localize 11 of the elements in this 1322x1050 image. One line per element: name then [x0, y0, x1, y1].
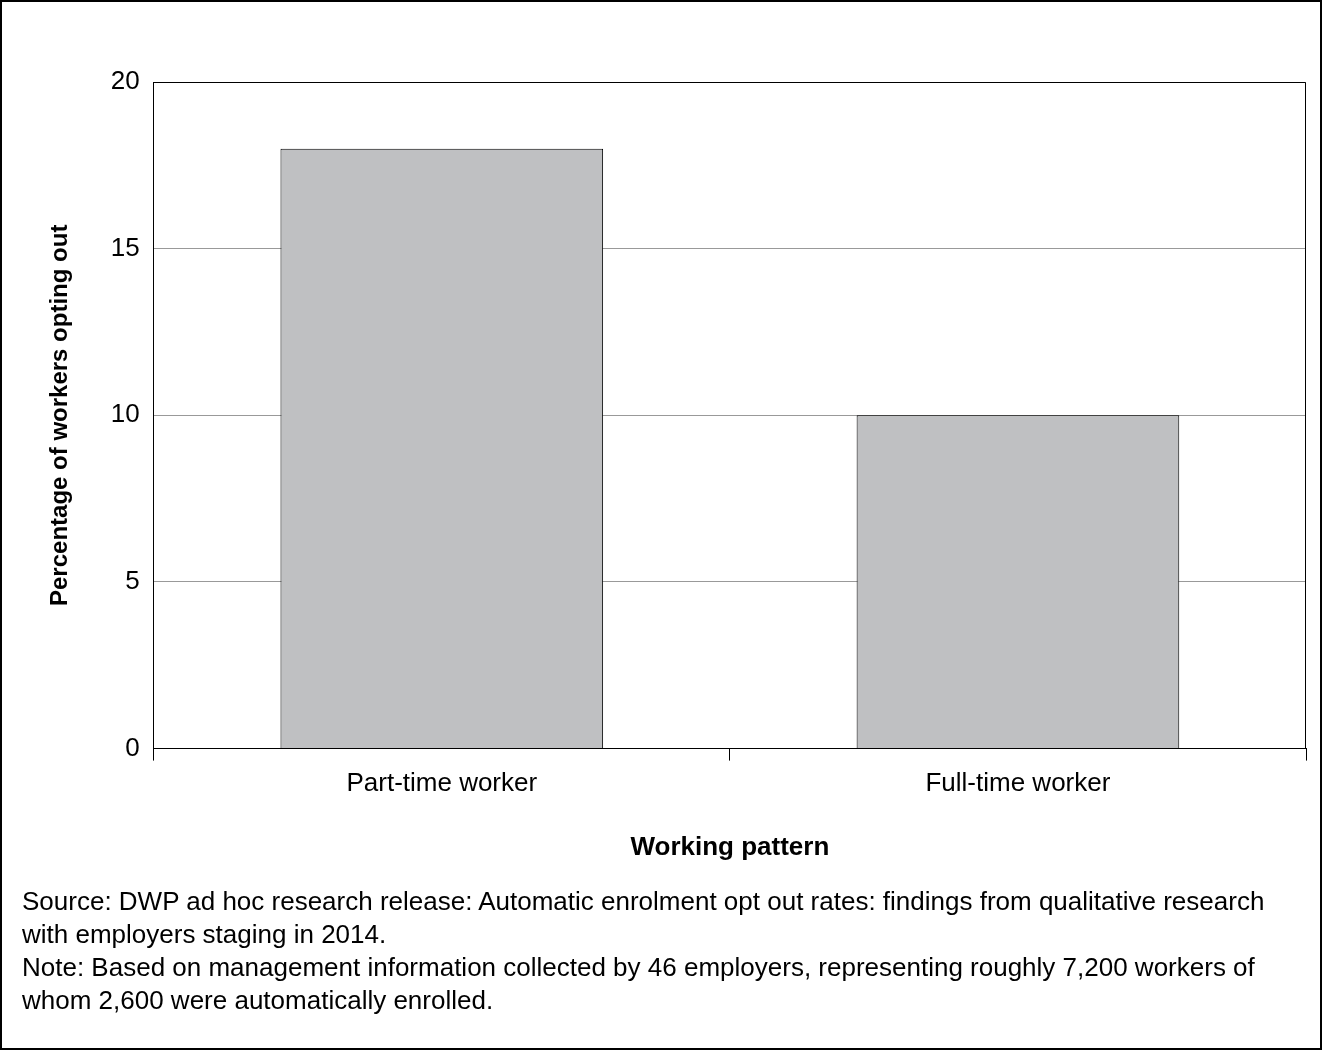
source-note: Source: DWP ad hoc research release: Automatic enrolment opt out rates: findings from qualitative research with employers staging in 2014.	[22, 885, 1266, 951]
y-tick-label: 15	[110, 231, 140, 262]
y-axis-title: Percentage of workers opting out	[45, 224, 73, 606]
text: Note: Based on management information collected by 46 employers, representing roughly 7,200 workers of whom 2,600 were automatically enrolled.	[22, 951, 1256, 1017]
x-tick-label: Full-time worker	[925, 767, 1111, 798]
y-tick-label: 20	[110, 65, 140, 96]
x-axis-title: Working pattern	[630, 830, 830, 861]
y-tick-label: 10	[110, 398, 140, 429]
x-tick-label: Part-time worker	[346, 767, 538, 798]
y-tick-label: 0	[125, 731, 140, 762]
y-tick-label: 5	[125, 565, 140, 596]
